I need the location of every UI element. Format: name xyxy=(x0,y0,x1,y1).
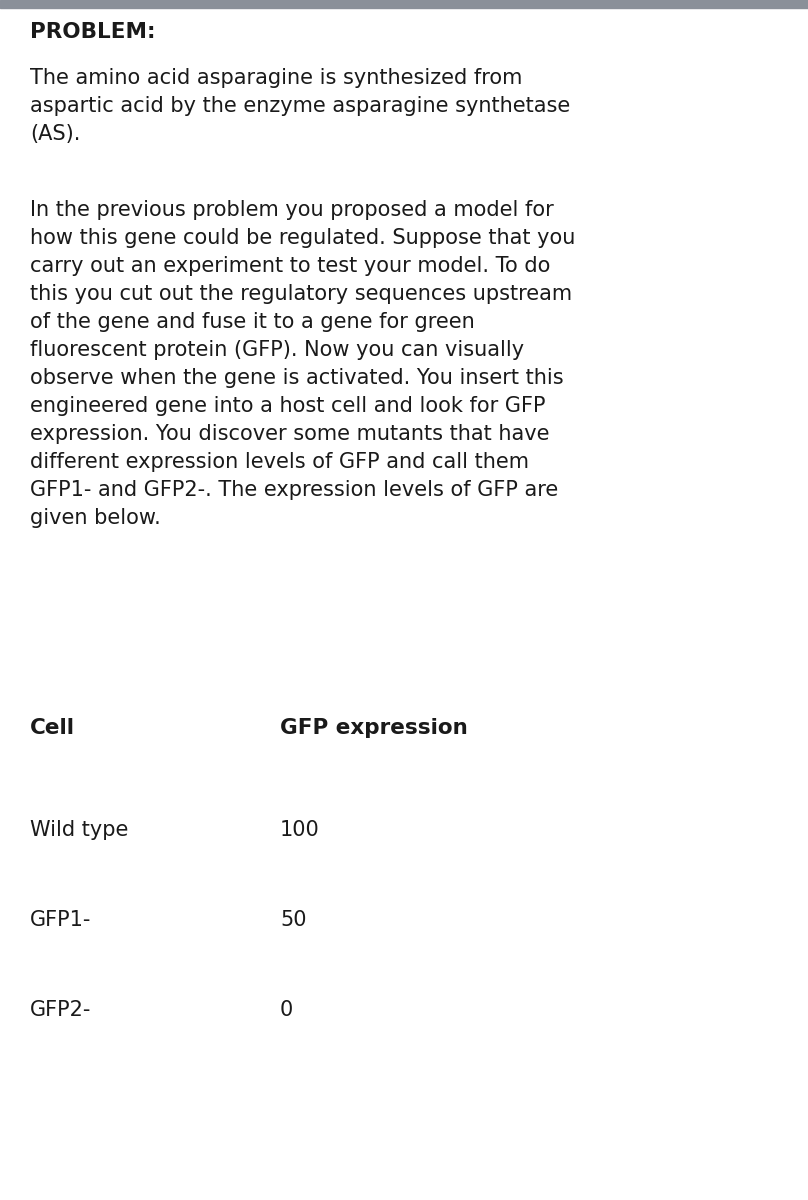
Text: Wild type: Wild type xyxy=(30,820,128,840)
Text: PROBLEM:: PROBLEM: xyxy=(30,22,155,42)
Text: 100: 100 xyxy=(280,820,320,840)
Text: GFP expression: GFP expression xyxy=(280,718,468,738)
Text: In the previous problem you proposed a model for
how this gene could be regulate: In the previous problem you proposed a m… xyxy=(30,200,575,528)
Text: 0: 0 xyxy=(280,1000,293,1020)
Text: GFP1-: GFP1- xyxy=(30,910,91,930)
Text: 50: 50 xyxy=(280,910,306,930)
Text: GFP2-: GFP2- xyxy=(30,1000,91,1020)
Text: The amino acid asparagine is synthesized from
aspartic acid by the enzyme aspara: The amino acid asparagine is synthesized… xyxy=(30,68,570,144)
Bar xyxy=(0,0,808,8)
Text: Cell: Cell xyxy=(30,718,75,738)
